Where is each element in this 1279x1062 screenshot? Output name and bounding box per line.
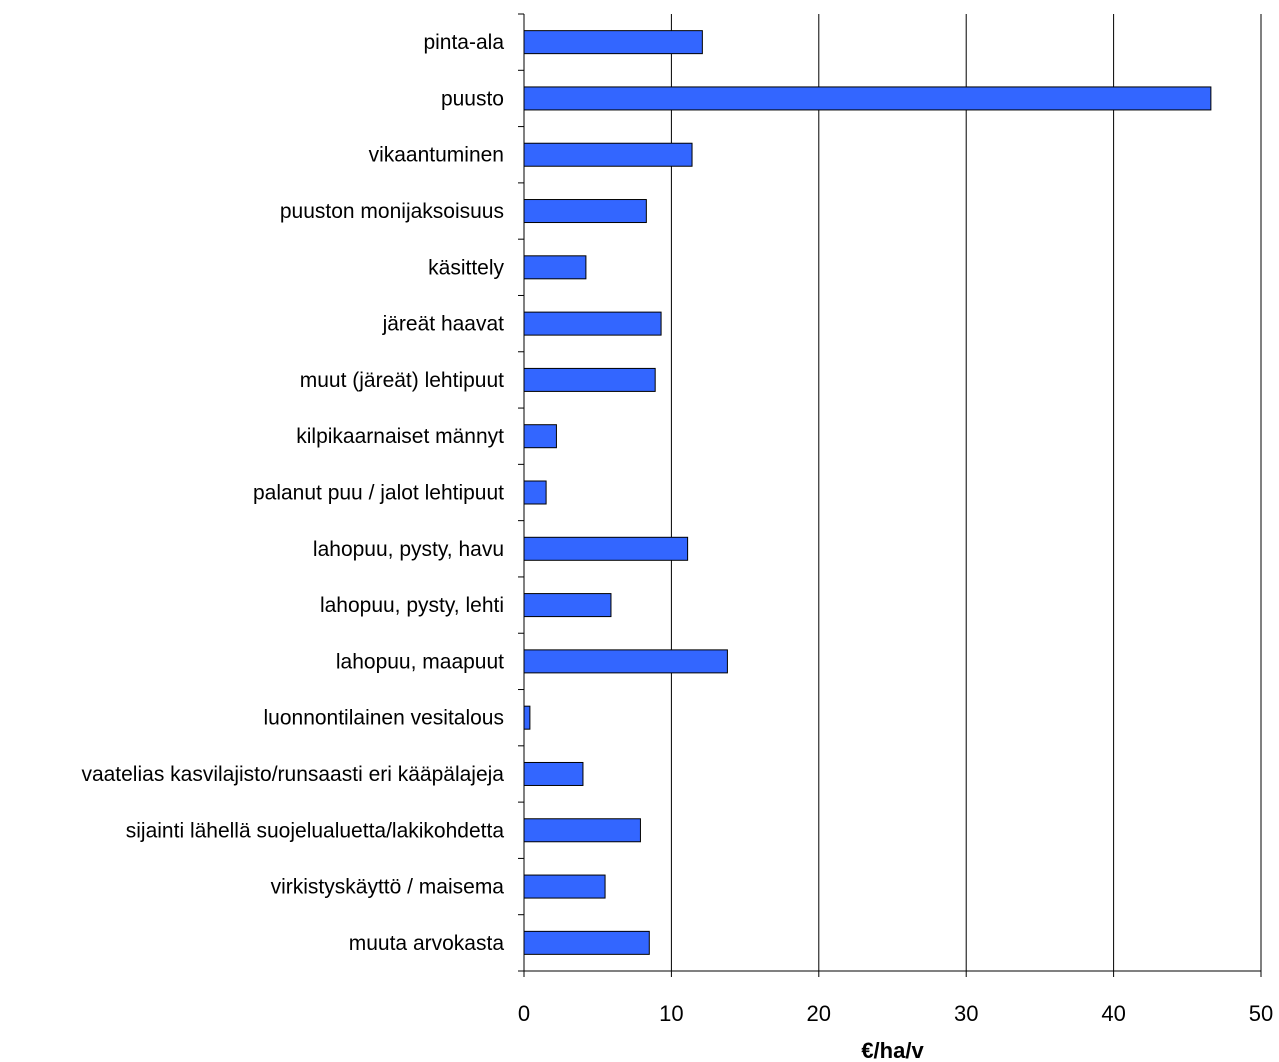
x-tick-label: 30 (954, 1001, 978, 1026)
bar (523, 480, 547, 505)
category-label: virkistyskäyttö / maisema (271, 876, 505, 899)
bar (523, 367, 656, 392)
bar (523, 424, 557, 449)
x-tick-label: 50 (1249, 1001, 1273, 1026)
axes (518, 13, 1262, 977)
category-label: lahopuu, pysty, lehti (320, 594, 504, 617)
bar (523, 593, 612, 618)
x-tick-label: 40 (1101, 1001, 1125, 1026)
bar (523, 818, 641, 843)
bar (523, 30, 703, 55)
category-label: muuta arvokasta (349, 932, 505, 955)
category-label: järeät haavat (382, 313, 505, 336)
category-label: puuston monijaksoisuus (280, 200, 504, 223)
category-label: luonnontilainen vesitalous (263, 707, 504, 730)
category-label: kilpikaarnaiset männyt (296, 425, 504, 448)
bar (523, 930, 650, 955)
bar (523, 761, 584, 786)
bar (523, 705, 531, 730)
bars (523, 30, 1212, 955)
bar (523, 199, 647, 224)
category-label: sijainti lähellä suojelualuetta/lakikohd… (126, 819, 505, 842)
category-label: pinta-ala (423, 31, 504, 54)
category-label: vaatelias kasvilajisto/runsaasti eri kää… (81, 763, 504, 786)
grid-lines (670, 14, 1262, 971)
category-labels: pinta-ala puusto vikaantuminen puuston moni… (81, 31, 504, 955)
bar (523, 311, 662, 336)
bar (523, 536, 689, 561)
bar (523, 649, 728, 674)
category-label: puusto (441, 87, 504, 110)
bar (523, 874, 606, 899)
category-label: palanut puu / jalot lehtipuut (253, 482, 504, 505)
category-label: vikaantuminen (369, 144, 504, 167)
bar (523, 142, 693, 167)
x-tick-label: 20 (807, 1001, 831, 1026)
category-label: lahopuu, maapuut (336, 650, 504, 673)
x-tick-labels: 0 10 20 30 40 50 (518, 1001, 1273, 1026)
x-tick-label: 0 (518, 1001, 530, 1026)
bar (523, 86, 1212, 111)
category-label: lahopuu, pysty, havu (313, 538, 504, 561)
x-tick-label: 10 (659, 1001, 683, 1026)
x-axis-title: €/ha/v (861, 1038, 924, 1062)
category-label: käsittely (428, 256, 504, 279)
category-label: muut (järeät) lehtipuut (300, 369, 504, 392)
bar (523, 255, 587, 280)
